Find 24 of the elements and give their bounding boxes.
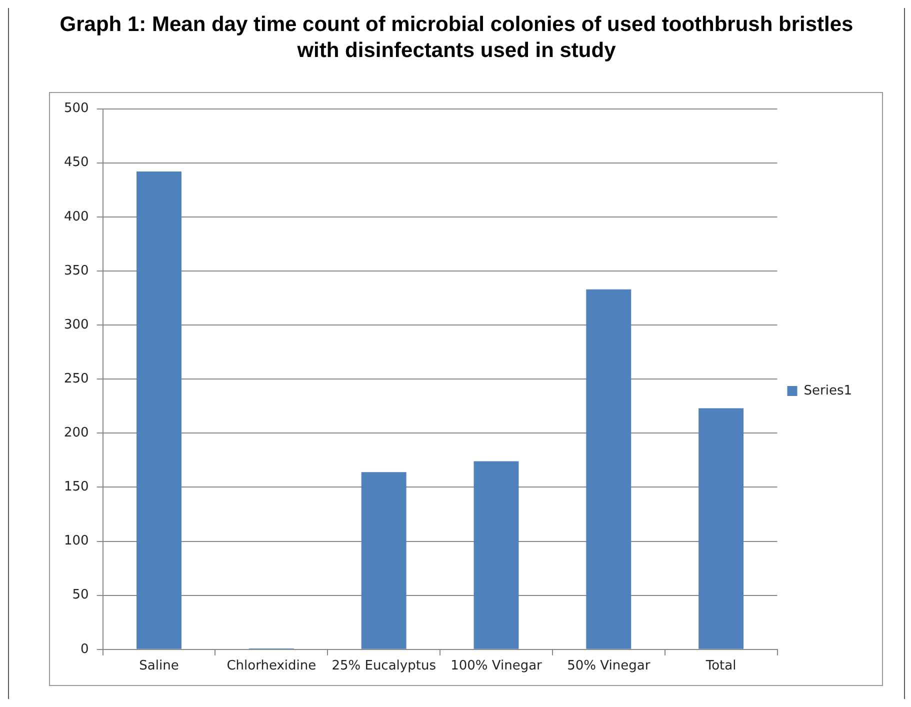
x-tick-label: Saline bbox=[139, 658, 179, 674]
y-tick-label: 150 bbox=[64, 480, 89, 495]
y-tick-label: 400 bbox=[64, 209, 89, 224]
x-tick-label: Chlorhexidine bbox=[226, 658, 316, 674]
y-tick-label: 500 bbox=[64, 101, 89, 116]
bar bbox=[586, 289, 632, 649]
y-tick-label: 250 bbox=[64, 371, 89, 386]
x-tick-label: 25% Eucalyptus bbox=[332, 658, 436, 674]
x-tick-label: 100% Vinegar bbox=[450, 658, 543, 674]
y-tick-label: 450 bbox=[64, 155, 89, 170]
y-tick-label: 350 bbox=[64, 263, 89, 278]
bar bbox=[474, 461, 519, 649]
y-tick-label: 50 bbox=[72, 588, 89, 603]
legend-label: Series1 bbox=[804, 383, 852, 398]
bar bbox=[136, 172, 182, 649]
chart-title: Graph 1: Mean day time count of microbial colonies of used toothbrush bristles with disinfectants used in study bbox=[58, 12, 854, 64]
y-tick-label: 200 bbox=[64, 426, 89, 441]
x-tick-label: Total bbox=[704, 658, 736, 674]
y-tick-label: 300 bbox=[64, 317, 89, 332]
y-tick-label: 100 bbox=[64, 534, 89, 549]
bar bbox=[361, 472, 406, 649]
bar bbox=[698, 408, 744, 649]
x-tick-label: 50% Vinegar bbox=[567, 658, 651, 674]
y-tick-label: 0 bbox=[80, 642, 89, 657]
